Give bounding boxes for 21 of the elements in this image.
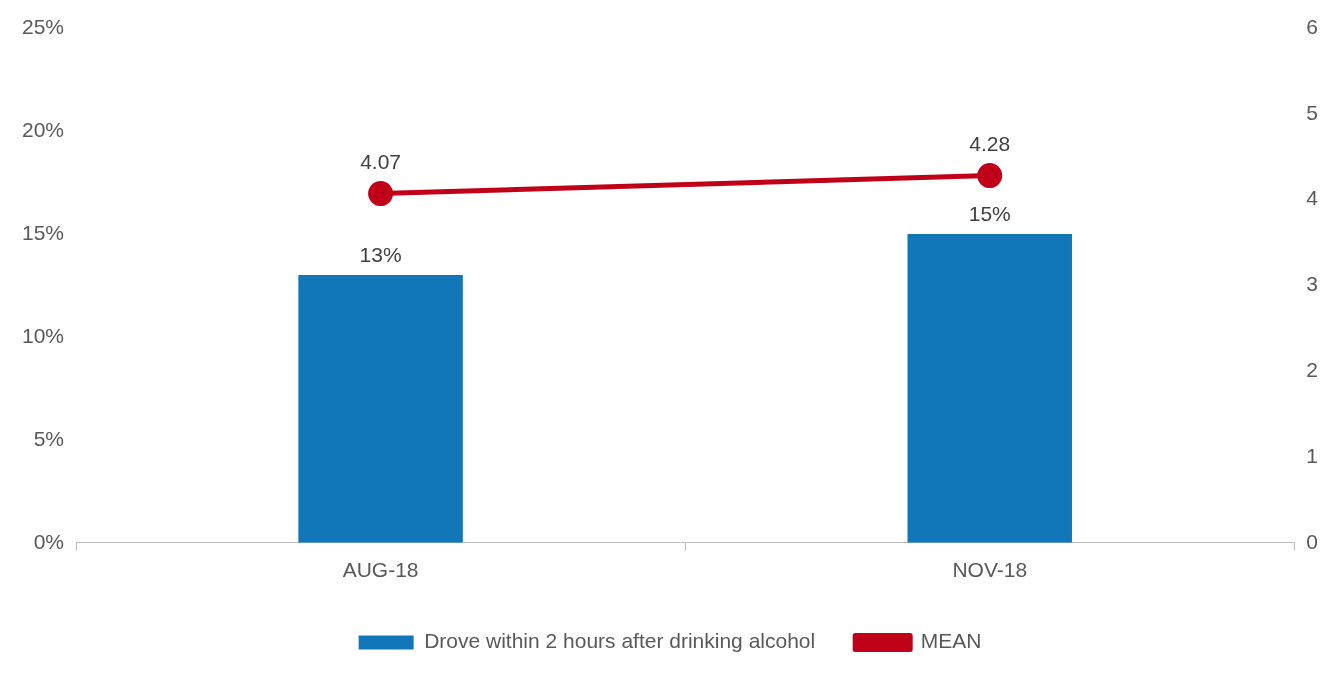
data-label: 4.07 — [360, 149, 402, 173]
y2-tick-label: 1 — [1306, 443, 1319, 467]
legend-label: MEAN — [920, 629, 982, 653]
y-tick-label: 0% — [33, 529, 65, 553]
y2-tick-label: 5 — [1306, 100, 1319, 124]
y-tick-label: 10% — [22, 323, 65, 347]
y2-tick-label: 0 — [1306, 529, 1319, 553]
data-label: 15% — [968, 202, 1011, 226]
y-tick-label: 25% — [22, 14, 65, 38]
x-tick-label: AUG-18 — [342, 558, 419, 582]
y-tick-label: 20% — [22, 117, 65, 141]
legend-label: Drove within 2 hours after drinking alcohol — [424, 629, 816, 653]
x-tick-label: NOV-18 — [952, 558, 1028, 582]
y2-tick-label: 3 — [1306, 272, 1319, 296]
y2-tick-label: 2 — [1306, 358, 1319, 381]
y-tick-label: 5% — [33, 426, 65, 450]
y2-tick-label: 4 — [1306, 186, 1319, 210]
data-label: 13% — [359, 243, 402, 267]
data-label: 4.28 — [969, 131, 1011, 155]
y2-tick-label: 6 — [1306, 14, 1319, 38]
y-tick-label: 15% — [22, 220, 65, 244]
